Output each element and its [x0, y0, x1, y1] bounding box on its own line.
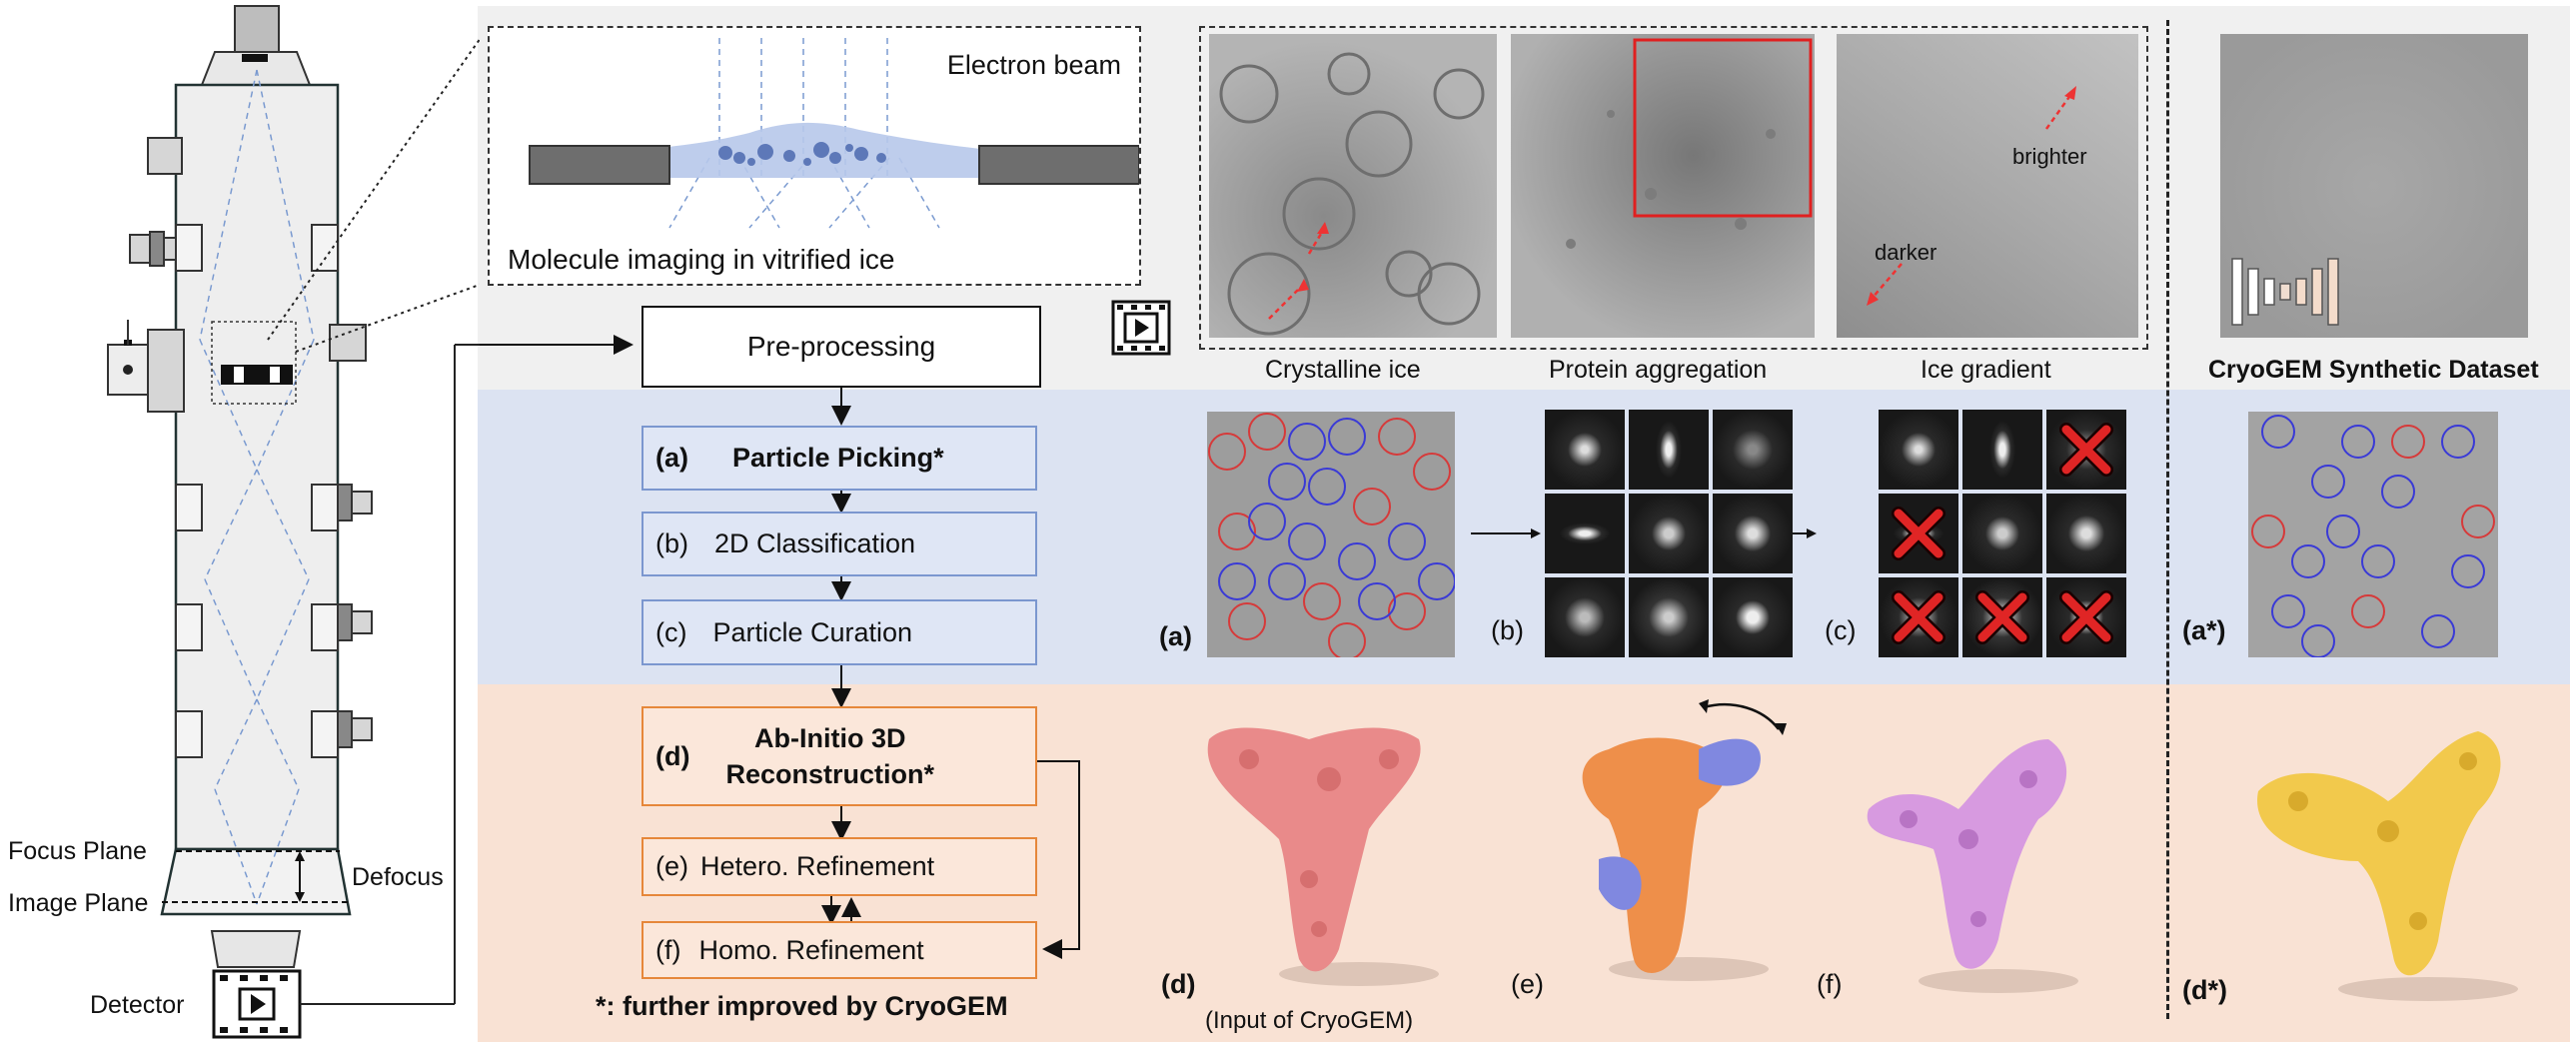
step-c-tag: (c) — [655, 616, 687, 647]
class-average — [1629, 494, 1709, 573]
step-a-particle-picking: (a) Particle Picking* — [642, 426, 1037, 491]
protein-aggregation-caption: Protein aggregation — [1549, 356, 1768, 384]
panel-d-label: (d) — [1161, 969, 1196, 999]
step-c-label: Particle Curation — [712, 616, 913, 647]
step-d-tag: (d) — [655, 740, 690, 771]
2d-classes-grid — [1545, 410, 1793, 657]
step-a-label: Particle Picking* — [732, 443, 944, 473]
step-d-label-line2: Reconstruction* — [725, 759, 935, 789]
step-b-tag: (b) — [655, 528, 688, 558]
movie-icon — [1111, 300, 1171, 356]
step-f-label: Homo. Refinement — [698, 934, 924, 965]
ice-imaging-inset: Electron beam Molecule imaging in vitrif… — [488, 26, 1141, 286]
step-a-tag: (a) — [655, 443, 688, 473]
panel-b-label: (b) — [1491, 615, 1524, 645]
crystalline-ice-micrograph — [1209, 34, 1497, 338]
ab-initio-map — [1207, 727, 1439, 986]
step-e-tag: (e) — [655, 851, 688, 881]
step-e-label: Hetero. Refinement — [700, 851, 935, 881]
homo-refined-map — [1867, 739, 2078, 993]
panel-a-label: (a) — [1159, 621, 1192, 651]
class-average — [1962, 410, 2042, 490]
class-average — [1629, 410, 1709, 490]
cryogem-reconstruction-map — [2257, 731, 2518, 1001]
ice-gradient-micrograph: brighter darker — [1837, 34, 2138, 338]
pipeline-footnote: *: further improved by CryoGEM — [596, 991, 1008, 1021]
focus-plane-label: Focus Plane — [8, 837, 147, 865]
panel-f-label: (f) — [1817, 969, 1843, 999]
detector-label: Detector — [90, 991, 185, 1019]
step-d-label-line1: Ab-Initio 3D — [754, 723, 906, 753]
class-average — [1713, 494, 1793, 573]
class-average — [1545, 577, 1625, 657]
vitrified-ice-sketch — [529, 38, 1139, 229]
panel-a-star-label: (a*) — [2182, 615, 2226, 645]
class-average — [1879, 410, 1958, 490]
class-average — [1545, 410, 1625, 490]
preprocessing-label: Pre-processing — [746, 331, 936, 362]
panel-d-caption: (Input of CryoGEM) — [1205, 1007, 1414, 1034]
micrographs-frame — [1199, 26, 2148, 350]
class-average — [1962, 494, 2042, 573]
step-f-tag: (f) — [655, 934, 681, 965]
class-average — [1713, 577, 1793, 657]
crystalline-ice-caption: Crystalline ice — [1265, 356, 1421, 384]
cryogem-dataset-title: CryoGEM Synthetic Dataset — [2208, 356, 2539, 384]
cryogem-picked-micrograph — [2248, 412, 2498, 657]
step-c-particle-curation: (c) Particle Curation — [642, 599, 1037, 665]
darker-label: darker — [1875, 240, 1937, 265]
curated-classes-grid — [1879, 410, 2126, 657]
panel-d-star-label: (d*) — [2182, 975, 2227, 1005]
step-f-homo-refinement: (f) Homo. Refinement — [642, 921, 1037, 979]
class-average — [1629, 577, 1709, 657]
picked-particles-micrograph — [1207, 412, 1455, 657]
protein-aggregation-micrograph — [1511, 34, 1815, 338]
inset-caption: Molecule imaging in vitrified ice — [508, 244, 895, 275]
panel-e-label: (e) — [1511, 969, 1544, 999]
image-plane-label: Image Plane — [8, 889, 149, 917]
hetero-refined-map — [1582, 699, 1787, 981]
microscope-diagram — [107, 5, 480, 1039]
defocus-label: Defocus — [352, 863, 444, 891]
step-d-ab-initio: (d) Ab-Initio 3D Reconstruction* — [642, 706, 1037, 806]
step-b-label: 2D Classification — [714, 528, 916, 558]
ice-gradient-caption: Ice gradient — [1921, 356, 2051, 384]
class-average — [2046, 494, 2126, 573]
electron-beam-label: Electron beam — [946, 50, 1121, 80]
step-e-hetero-refinement: (e) Hetero. Refinement — [642, 837, 1037, 896]
dashed-separator — [2166, 20, 2169, 1019]
step-b-2d-classification: (b) 2D Classification — [642, 512, 1037, 576]
rejected-class-marks — [1892, 423, 2113, 644]
panel-c-label: (c) — [1825, 615, 1857, 645]
class-average — [1713, 410, 1793, 490]
preprocessing-step: Pre-processing — [642, 306, 1041, 388]
cryogem-synthetic-micrograph — [2220, 34, 2528, 338]
class-average — [1545, 494, 1625, 573]
pipeline-arrows — [480, 335, 1080, 959]
brighter-label: brighter — [2012, 144, 2087, 169]
